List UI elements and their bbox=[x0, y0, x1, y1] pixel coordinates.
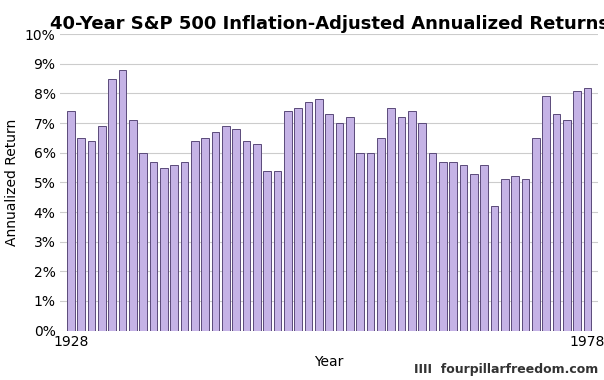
Bar bbox=[170, 165, 178, 331]
Bar bbox=[315, 100, 323, 331]
Bar bbox=[304, 102, 312, 331]
Bar bbox=[460, 165, 467, 331]
Bar bbox=[553, 114, 561, 331]
Bar bbox=[439, 162, 447, 331]
Bar bbox=[274, 171, 281, 331]
Bar bbox=[356, 153, 364, 331]
Bar bbox=[233, 129, 240, 331]
Bar bbox=[583, 87, 591, 331]
Bar bbox=[573, 90, 581, 331]
Bar bbox=[88, 141, 95, 331]
X-axis label: Year: Year bbox=[315, 355, 344, 369]
Bar bbox=[408, 111, 416, 331]
Title: 40-Year S&P 500 Inflation-Adjusted Annualized Returns: 40-Year S&P 500 Inflation-Adjusted Annua… bbox=[50, 15, 604, 33]
Bar bbox=[160, 168, 168, 331]
Bar bbox=[129, 120, 137, 331]
Bar bbox=[222, 126, 230, 331]
Bar bbox=[140, 153, 147, 331]
Bar bbox=[377, 138, 385, 331]
Bar bbox=[387, 108, 395, 331]
Bar bbox=[346, 117, 354, 331]
Bar bbox=[191, 141, 199, 331]
Bar bbox=[181, 162, 188, 331]
Bar bbox=[449, 162, 457, 331]
Bar bbox=[532, 138, 540, 331]
Bar bbox=[367, 153, 374, 331]
Bar bbox=[67, 111, 75, 331]
Bar bbox=[397, 117, 405, 331]
Bar bbox=[211, 132, 219, 331]
Bar bbox=[512, 176, 519, 331]
Bar bbox=[118, 70, 126, 331]
Bar bbox=[253, 144, 261, 331]
Bar bbox=[108, 79, 116, 331]
Bar bbox=[336, 123, 344, 331]
Bar bbox=[243, 141, 250, 331]
Bar bbox=[490, 206, 498, 331]
Text: IIII  fourpillarfreedom.com: IIII fourpillarfreedom.com bbox=[414, 363, 598, 376]
Bar bbox=[201, 138, 209, 331]
Bar bbox=[77, 138, 85, 331]
Bar bbox=[542, 97, 550, 331]
Bar bbox=[150, 162, 157, 331]
Y-axis label: Annualized Return: Annualized Return bbox=[5, 119, 19, 246]
Bar bbox=[326, 114, 333, 331]
Bar bbox=[294, 108, 302, 331]
Bar bbox=[429, 153, 437, 331]
Bar bbox=[501, 179, 509, 331]
Bar bbox=[470, 174, 478, 331]
Bar bbox=[522, 179, 530, 331]
Bar bbox=[419, 123, 426, 331]
Bar bbox=[98, 126, 106, 331]
Bar bbox=[480, 165, 488, 331]
Bar bbox=[263, 171, 271, 331]
Bar bbox=[563, 120, 571, 331]
Bar bbox=[284, 111, 292, 331]
